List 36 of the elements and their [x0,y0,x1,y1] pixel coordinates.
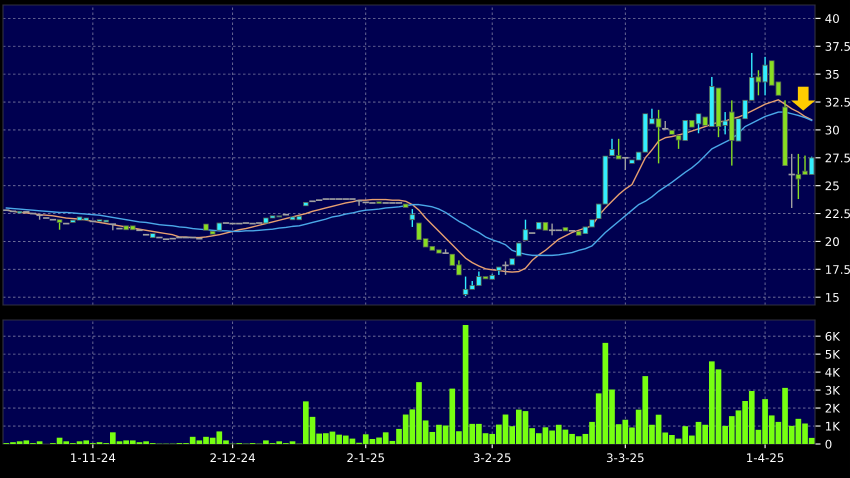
y-tick-label: 6K [826,332,840,341]
candlestick [56,218,62,230]
y-tick-label: 20 [826,237,839,246]
candlestick [110,223,116,231]
y-tick-label: 22.5 [826,209,850,218]
line-series [6,111,812,256]
x-tick-label: 3-3-25 [606,453,644,462]
y-tick-label: 0 [826,440,832,449]
y-tick-label: 25 [826,181,839,190]
y-tick-label: 5K [826,350,840,359]
x-tick-label: 1-4-25 [747,453,784,462]
y-tick-label: 32.5 [826,98,850,107]
candlestick [662,120,668,130]
y-tick-label: 3K [826,386,840,395]
x-tick-label: 2-12-24 [210,453,255,462]
x-tick-label: 2-1-25 [347,453,384,462]
y-tick-label: 35 [826,70,839,79]
y-tick-label: 37.5 [826,42,850,51]
line-series [6,99,812,273]
candlestick [502,260,509,276]
candlestick [622,156,628,171]
candlestick [410,208,416,228]
y-tick-label: 27.5 [826,154,850,162]
x-tick-label: 3-2-25 [474,453,510,462]
x-tick-label: 1-11-24 [71,453,116,462]
y-tick-label: 1K [826,422,840,431]
candlestick [788,153,795,209]
y-tick-label: 2K [826,404,840,413]
y-tick-label: 15 [826,293,839,302]
y-tick-label: 17.5 [826,265,850,274]
y-tick-label: 4K [825,368,840,377]
candlestick [522,218,528,242]
y-tick-label: 40 [825,14,839,24]
candlestick [442,248,449,254]
y-tick-label: 30 [826,126,839,135]
candlestick [516,242,522,256]
